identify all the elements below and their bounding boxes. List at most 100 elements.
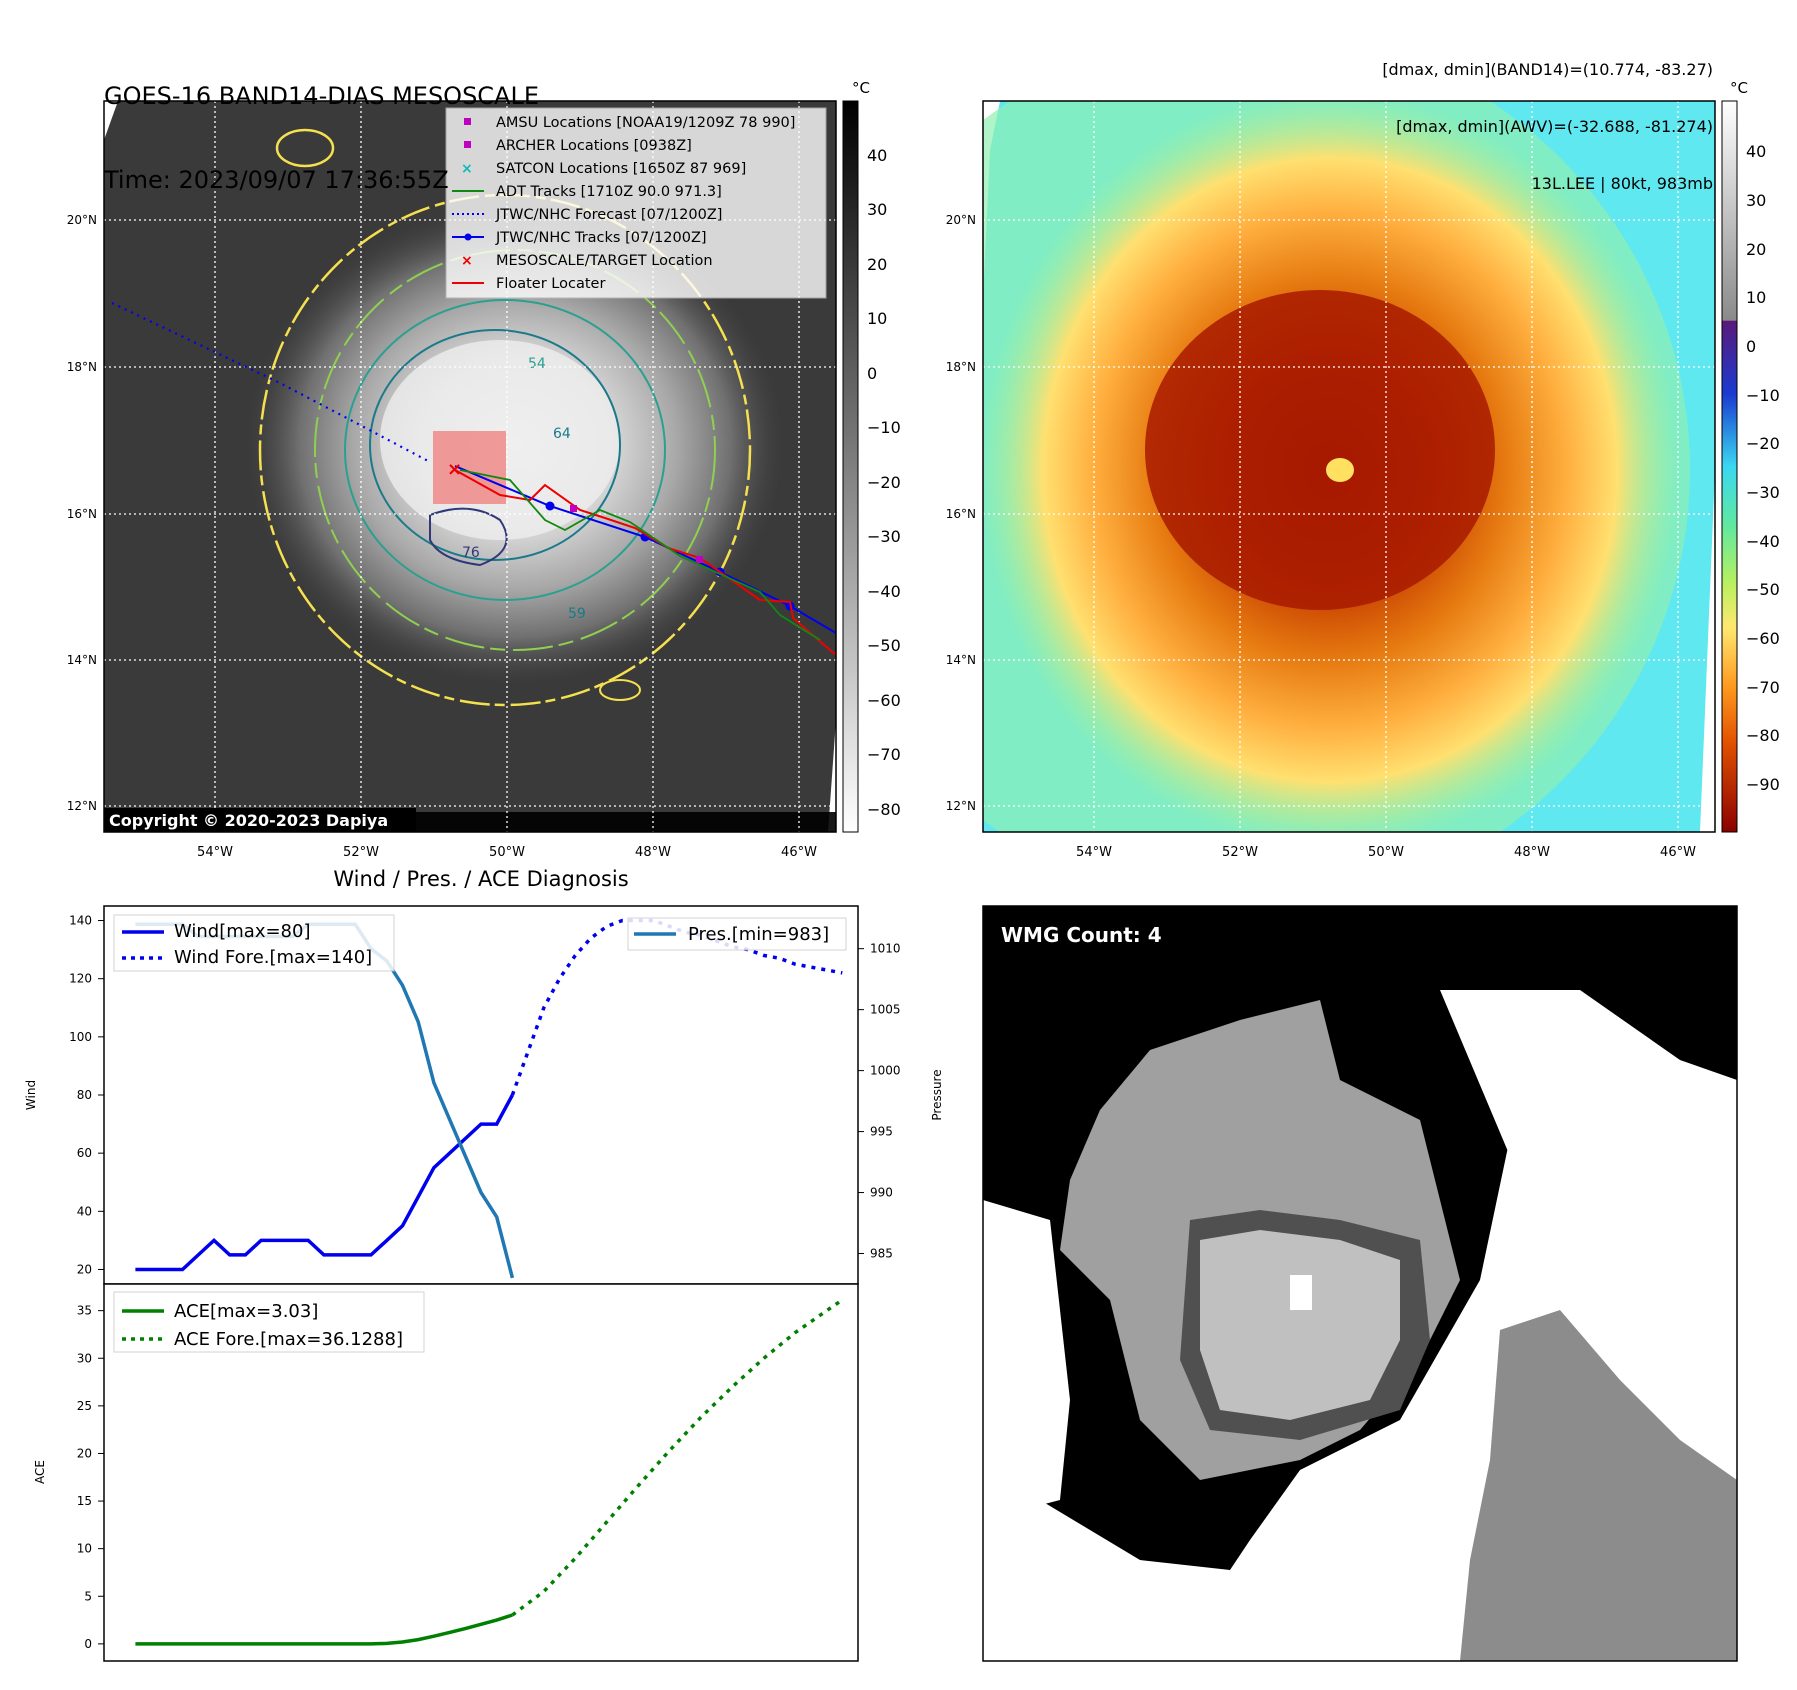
svg-text:0: 0 [1746, 337, 1756, 356]
wind-y-tick-label: 20 [77, 1262, 92, 1276]
legend-floater-label: Floater Locater [496, 276, 605, 292]
ace-legend: ACE[max=3.03] ACE Fore.[max=36.1288] [113, 1291, 425, 1353]
svg-text:46°W: 46°W [781, 845, 817, 860]
contour-teal [344, 299, 666, 601]
meta-awv-range: [dmax, dmin](AWV)=(-32.688, -81.274) [1396, 117, 1713, 136]
svg-text:50°W: 50°W [489, 845, 525, 860]
svg-text:30: 30 [1746, 191, 1766, 210]
enhanced-colorbar-ticks: 40 30 20 10 0 −10 −20 −30 −40 −50 −60 −7… [1746, 142, 1780, 794]
svg-text:10: 10 [867, 309, 887, 328]
pressure-ylabel: Pressure [930, 1069, 944, 1120]
svg-text:−20: −20 [867, 473, 901, 492]
svg-text:18°N: 18°N [67, 360, 97, 374]
wind-ylabel: Wind [24, 1080, 38, 1110]
ace-series-line [135, 1613, 513, 1646]
copyright-text: Copyright © 2020-2023 Dapiya [109, 811, 388, 830]
enhanced-colorbar-unit: °C [1730, 79, 1748, 97]
svg-text:20: 20 [867, 255, 887, 274]
floater-locater-track [454, 469, 836, 656]
ir-legend: AMSU Locations [NOAA19/1209Z 78 990] ARC… [445, 107, 827, 299]
contour-inner-navy [429, 507, 508, 567]
pressure-y-tick-label: 1000 [870, 1064, 901, 1078]
wmg-panel: WMG Count: 4 [982, 905, 1738, 1662]
svg-text:14°N: 14°N [67, 653, 97, 667]
svg-text:−50: −50 [867, 636, 901, 655]
title-line-product: GOES-16 BAND14-DIAS MESOSCALE [104, 82, 540, 110]
title-line-time: Time: 2023/09/07 17:36:55Z [104, 166, 449, 194]
svg-text:14°N: 14°N [946, 653, 976, 667]
wind-y-ticks: 20 40 60 80 100 120 140 [69, 914, 104, 1276]
svg-text:−60: −60 [1746, 629, 1780, 648]
pressure-y-tick-label: 990 [870, 1186, 893, 1200]
contour-label-59: 59 [568, 606, 586, 622]
legend-wind-label: Wind[max=80] [174, 921, 311, 942]
ace-y-tick-label: 35 [77, 1304, 92, 1318]
adt-track [459, 469, 821, 641]
ir-lon-labels: 54°W 52°W 50°W 48°W 46°W [197, 845, 817, 860]
ir-lat-labels: 20°N 18°N 16°N 14°N 12°N [67, 213, 97, 813]
wmg-frame [982, 905, 1738, 1662]
contour-label-76: 76 [462, 545, 480, 561]
ir-panel-frame [103, 100, 837, 833]
ace-y-tick-label: 15 [77, 1494, 92, 1508]
wind-y-tick-label: 80 [77, 1088, 92, 1102]
ace-y-tick-label: 25 [77, 1399, 92, 1413]
ace-y-tick-label: 5 [84, 1589, 92, 1603]
svg-text:40: 40 [867, 146, 887, 165]
figure-title: GOES-16 BAND14-DIAS MESOSCALE Time: 2023… [104, 26, 539, 222]
legend-tracks-label: JTWC/NHC Tracks [07/1200Z] [495, 230, 707, 246]
wmg-gray-lower-right [1460, 1310, 1737, 1661]
wmg-inner-core [1200, 1230, 1400, 1420]
svg-text:16°N: 16°N [67, 507, 97, 521]
amsu-archer-markers [570, 505, 703, 563]
legend-ace-fore-label: ACE Fore.[max=36.1288] [174, 1329, 403, 1350]
svg-text:52°W: 52°W [1222, 845, 1258, 860]
svg-text:−40: −40 [867, 582, 901, 601]
svg-text:−80: −80 [867, 800, 901, 819]
ace-forecast-series-line [511, 1298, 844, 1617]
svg-text:−70: −70 [1746, 678, 1780, 697]
legend-amsu-marker-icon [464, 118, 471, 125]
meta-storm-id: 13L.LEE | 80kt, 983mb [1531, 174, 1713, 193]
contour-label-54: 54 [528, 356, 546, 372]
legend-target-label: MESOSCALE/TARGET Location [496, 253, 713, 269]
jtwc-best-track [454, 465, 836, 634]
storm-metadata: [dmax, dmin](BAND14)=(10.774, -83.27) [d… [1382, 22, 1713, 212]
enhanced-colorbar [1721, 100, 1738, 833]
pressure-legend: Pres.[min=983] [627, 917, 847, 951]
pressure-y-tick-label: 1005 [870, 1003, 901, 1017]
legend-satcon-label: SATCON Locations [1650Z 87 969] [496, 161, 746, 177]
svg-text:20: 20 [1746, 240, 1766, 259]
contour-label-64: 64 [553, 426, 571, 442]
svg-text:18°N: 18°N [946, 360, 976, 374]
svg-text:−70: −70 [867, 745, 901, 764]
contour-light-green [314, 249, 716, 651]
svg-text:−90: −90 [1746, 775, 1780, 794]
svg-text:40: 40 [1746, 142, 1766, 161]
svg-text:12°N: 12°N [946, 799, 976, 813]
ir-colorbar [842, 100, 859, 833]
mesoscale-target-marker: × [447, 459, 462, 480]
svg-text:20°N: 20°N [67, 213, 97, 227]
wmg-eye [1290, 1275, 1312, 1310]
ir-colorbar-unit: °C [852, 79, 870, 97]
wind-legend: Wind[max=80] Wind Fore.[max=140] [113, 914, 395, 972]
ace-y-tick-label: 20 [77, 1446, 92, 1460]
svg-text:48°W: 48°W [635, 845, 671, 860]
svg-text:16°N: 16°N [946, 507, 976, 521]
enhanced-lat-labels: 20°N 18°N 16°N 14°N 12°N [946, 213, 976, 813]
wmg-white-left [983, 1200, 1070, 1520]
pressure-y-tick-label: 985 [870, 1247, 893, 1261]
legend-amsu-label: AMSU Locations [NOAA19/1209Z 78 990] [496, 115, 795, 131]
enhanced-panel: °C 40 30 20 10 0 −10 −20 −30 −40 −50 −60… [946, 79, 1780, 860]
pressure-y-ticks: 985 990 995 1000 1005 1010 [858, 942, 901, 1261]
wind-y-tick-label: 100 [69, 1030, 92, 1044]
wind-y-tick-label: 140 [69, 914, 92, 928]
legend-wind-fore-label: Wind Fore.[max=140] [174, 947, 372, 968]
ace-y-tick-label: 0 [84, 1637, 92, 1651]
enhanced-gridlines [983, 101, 1715, 832]
svg-text:−30: −30 [1746, 483, 1780, 502]
svg-text:−40: −40 [1746, 532, 1780, 551]
svg-text:−20: −20 [1746, 434, 1780, 453]
pressure-y-tick-label: 995 [870, 1125, 893, 1139]
